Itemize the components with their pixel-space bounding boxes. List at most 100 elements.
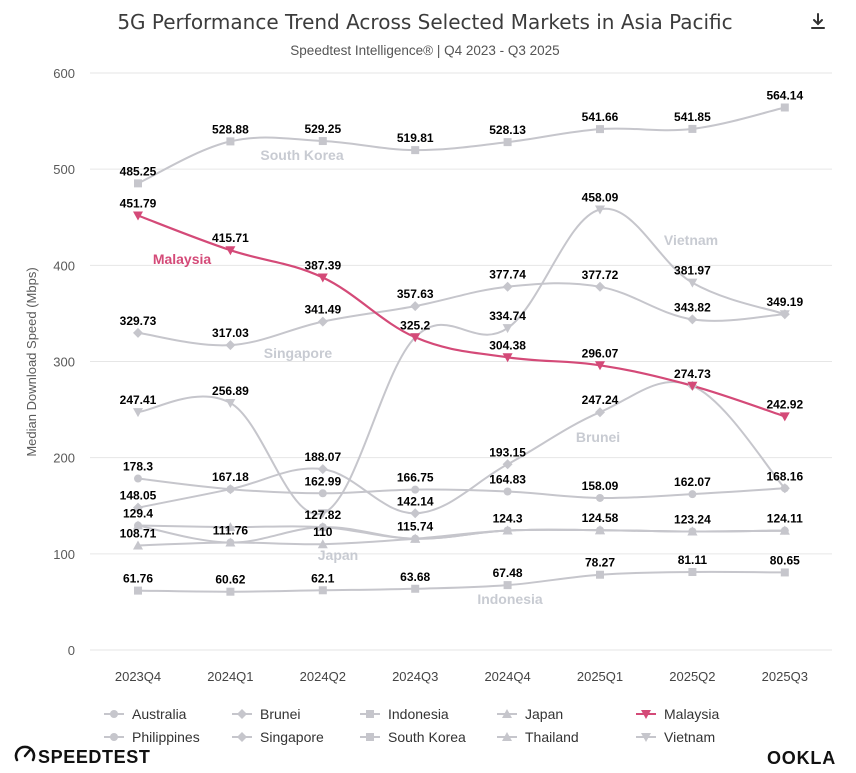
point-vietnam xyxy=(317,509,328,519)
x-tick-label: 2025Q1 xyxy=(577,669,623,684)
data-label: 381.97 xyxy=(674,264,711,278)
y-tick-label: 200 xyxy=(53,451,75,466)
legend-item-malaysia[interactable]: Malaysia xyxy=(636,706,719,722)
data-label: 274.73 xyxy=(674,367,711,381)
point-vietnam xyxy=(779,310,790,320)
x-tick-label: 2025Q3 xyxy=(762,669,808,684)
legend-label: Philippines xyxy=(132,729,200,745)
point-thailand xyxy=(410,533,421,543)
series-label-malaysia: Malaysia xyxy=(153,251,212,267)
series-lines xyxy=(137,106,786,593)
legend-item-philippines[interactable]: Philippines xyxy=(104,729,200,745)
series-inline-labels: Brunei Indonesia Japan Malaysia Singapore Sou… xyxy=(153,147,718,607)
point-indonesia xyxy=(226,587,235,596)
point-philippines xyxy=(780,484,789,493)
point-south-korea xyxy=(226,137,235,146)
x-tick-label: 2024Q3 xyxy=(392,669,438,684)
series-line-thailand xyxy=(137,524,785,540)
data-label: 124.3 xyxy=(493,511,523,525)
data-label: 329.73 xyxy=(120,314,157,328)
point-philippines xyxy=(688,490,697,499)
y-tick-label: 500 xyxy=(53,162,75,177)
series-markers xyxy=(133,103,790,596)
data-label: 61.76 xyxy=(123,572,153,586)
legend-label: Vietnam xyxy=(664,729,715,745)
legend-marker-japan xyxy=(502,709,512,718)
data-label: 63.68 xyxy=(400,570,430,584)
point-south-korea xyxy=(780,103,789,112)
data-label: 168.16 xyxy=(766,469,803,483)
legend-item-japan[interactable]: Japan xyxy=(497,706,563,722)
data-label: 519.81 xyxy=(397,131,434,145)
point-indonesia xyxy=(688,567,697,576)
legend-item-australia[interactable]: Australia xyxy=(104,706,187,722)
data-label: 541.85 xyxy=(674,110,711,124)
legend-item-thailand[interactable]: Thailand xyxy=(497,729,579,745)
legend-label: Japan xyxy=(525,706,563,722)
legend-item-indonesia[interactable]: Indonesia xyxy=(360,706,449,722)
y-tick-label: 600 xyxy=(53,66,75,81)
data-label: 115.74 xyxy=(397,520,433,534)
y-tick-label: 0 xyxy=(68,643,75,658)
point-vietnam xyxy=(225,398,236,408)
data-label: 188.07 xyxy=(304,450,341,464)
point-malaysia xyxy=(225,246,236,256)
legend-item-vietnam[interactable]: Vietnam xyxy=(636,729,715,745)
data-label: 129.4 xyxy=(123,507,153,521)
series-label-brunei: Brunei xyxy=(576,429,620,445)
point-thailand xyxy=(687,526,698,536)
legend-label: Malaysia xyxy=(664,706,719,722)
point-thailand xyxy=(133,520,143,530)
data-label: 529.25 xyxy=(304,122,341,136)
data-label: 343.82 xyxy=(674,300,711,314)
series-line-singapore xyxy=(137,282,785,347)
data-label: 108.71 xyxy=(120,526,157,540)
data-label: 111.76 xyxy=(213,524,249,538)
chart-subtitle: Speedtest Intelligence® | Q4 2023 - Q3 2… xyxy=(290,43,559,58)
ookla-logo: OOKLA xyxy=(767,748,836,768)
point-malaysia xyxy=(502,353,513,363)
data-label: 564.14 xyxy=(766,88,803,102)
data-label: 541.66 xyxy=(582,110,619,124)
data-label: 451.79 xyxy=(120,197,157,211)
data-label: 357.63 xyxy=(397,287,434,301)
point-malaysia xyxy=(687,381,698,391)
x-tick-label: 2025Q2 xyxy=(669,669,715,684)
point-thailand xyxy=(595,525,605,535)
point-brunei xyxy=(502,459,513,470)
point-philippines xyxy=(226,485,235,494)
legend-item-singapore[interactable]: Singapore xyxy=(232,729,324,745)
data-label: 334.74 xyxy=(489,309,526,323)
legend-marker-south-korea xyxy=(366,733,374,741)
point-singapore xyxy=(595,281,605,292)
data-label: 60.62 xyxy=(215,573,245,587)
data-label: 325.2 xyxy=(400,318,430,332)
data-label: 304.38 xyxy=(489,338,526,352)
point-philippines xyxy=(503,487,512,496)
download-button[interactable] xyxy=(808,11,828,33)
legend-item-brunei[interactable]: Brunei xyxy=(232,706,300,722)
legend-marker-philippines xyxy=(110,733,118,741)
y-axis-label: Median Download Speed (Mbps) xyxy=(24,267,39,456)
point-malaysia xyxy=(133,211,143,221)
legend-item-south-korea[interactable]: South Korea xyxy=(360,729,466,745)
point-malaysia xyxy=(779,412,790,422)
data-label: 341.49 xyxy=(304,303,341,317)
legend-marker-malaysia xyxy=(641,710,651,719)
download-icon xyxy=(811,13,825,29)
data-label: 528.13 xyxy=(489,123,526,137)
point-philippines xyxy=(411,485,420,494)
point-indonesia xyxy=(503,581,512,590)
speedtest-wordmark: SPEEDTEST xyxy=(38,747,150,767)
point-indonesia xyxy=(780,568,789,577)
legend-label: South Korea xyxy=(388,729,466,745)
speedometer-icon xyxy=(14,745,36,762)
legend-label: Singapore xyxy=(260,729,324,745)
data-label: 247.41 xyxy=(120,393,157,407)
point-brunei xyxy=(410,508,421,519)
data-label: 317.03 xyxy=(212,326,249,340)
data-label: 256.89 xyxy=(212,384,249,398)
data-label: 123.24 xyxy=(674,512,711,526)
point-indonesia xyxy=(134,586,142,595)
